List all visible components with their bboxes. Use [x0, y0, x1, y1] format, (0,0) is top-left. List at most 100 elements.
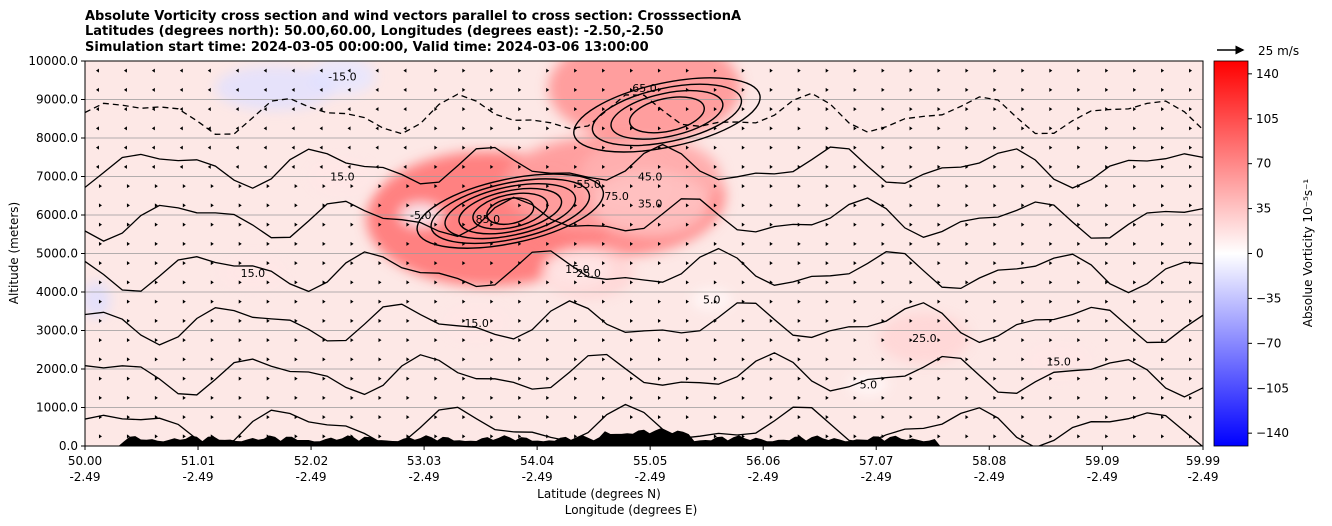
x-tick-label-latitude: 55.05 — [633, 454, 667, 468]
wind-vector — [98, 184, 102, 189]
wind-vector — [1049, 203, 1053, 208]
wind-vector — [881, 68, 885, 73]
wind-vector — [1021, 145, 1025, 150]
wind-vector — [518, 184, 522, 189]
wind-vector — [350, 318, 354, 323]
wind-vector — [350, 184, 354, 189]
wind-vector — [909, 203, 913, 208]
wind-vector — [322, 395, 326, 400]
contour-line — [85, 196, 1203, 242]
wind-vector — [825, 107, 829, 112]
wind-vector — [1077, 126, 1081, 131]
wind-vector — [98, 376, 102, 381]
wind-vector — [713, 280, 717, 285]
wind-vector — [518, 299, 522, 304]
wind-vector — [294, 434, 298, 439]
wind-vector — [1105, 68, 1109, 73]
wind-vector — [1077, 145, 1081, 150]
wind-vector — [685, 395, 689, 400]
wind-vector — [434, 222, 438, 227]
wind-vector — [937, 357, 941, 362]
chart-title-line-3: Simulation start time: 2024-03-05 00:00:… — [85, 40, 649, 55]
wind-vector — [350, 222, 354, 227]
wind-vector — [182, 184, 186, 189]
wind-vector — [490, 145, 494, 150]
wind-vector — [993, 280, 997, 285]
wind-vector — [238, 357, 242, 362]
wind-vector — [294, 280, 298, 285]
wind-vector — [546, 87, 550, 92]
contour-line — [458, 187, 563, 235]
wind-vector — [462, 184, 466, 189]
x-tick-label-longitude: -2.49 — [1087, 470, 1118, 484]
wind-vector — [685, 415, 689, 420]
wind-vector — [518, 338, 522, 343]
wind-vector — [741, 338, 745, 343]
wind-vector — [350, 376, 354, 381]
wind-vector — [937, 415, 941, 420]
wind-vector — [797, 395, 801, 400]
wind-vector — [741, 203, 745, 208]
field-blob — [215, 65, 336, 110]
wind-vector — [1077, 415, 1081, 420]
wind-vector — [1049, 261, 1053, 266]
wind-vector — [713, 299, 717, 304]
wind-vector — [434, 87, 438, 92]
wind-vector — [266, 415, 270, 420]
wind-vector — [350, 395, 354, 400]
wind-vector — [378, 357, 382, 362]
wind-vector — [993, 395, 997, 400]
wind-vector — [1133, 434, 1137, 439]
wind-vector — [797, 299, 801, 304]
wind-vector — [294, 376, 298, 381]
wind-vector — [937, 261, 941, 266]
wind-vector — [238, 395, 242, 400]
vorticity-field — [85, 61, 1092, 396]
wind-vector — [179, 68, 183, 73]
wind-vector — [434, 68, 438, 73]
wind-vector — [1105, 299, 1109, 304]
wind-vector — [993, 241, 997, 246]
wind-vector — [602, 68, 606, 73]
wind-vector — [1189, 203, 1193, 208]
wind-vector — [909, 415, 913, 420]
contour-label: 85.0 — [476, 213, 501, 226]
wind-vector — [825, 241, 829, 246]
wind-vector — [518, 280, 522, 285]
wind-vector — [1105, 434, 1109, 439]
wind-vector — [1077, 241, 1081, 246]
field-blob — [219, 254, 287, 292]
wind-vector — [1161, 376, 1165, 381]
wind-vector — [182, 395, 186, 400]
wind-vector — [294, 203, 298, 208]
wind-vector — [350, 299, 354, 304]
wind-vector — [1049, 280, 1053, 285]
wind-vector — [1161, 68, 1165, 73]
wind-vector — [1161, 280, 1165, 285]
wind-vector — [263, 145, 267, 150]
wind-vector — [182, 261, 186, 266]
contour-line — [85, 92, 1203, 135]
wind-vector — [1077, 299, 1081, 304]
wind-vector — [434, 318, 438, 323]
wind-vector — [769, 376, 773, 381]
wind-vector — [937, 145, 941, 150]
wind-vector — [1105, 164, 1109, 169]
wind-vector — [462, 126, 466, 131]
wind-vector — [1021, 203, 1025, 208]
wind-vector — [769, 107, 773, 112]
wind-vector — [741, 145, 745, 150]
wind-vector — [322, 280, 326, 285]
wind-vector — [741, 318, 745, 323]
y-axis: 0.0 1000.0 2000.0 3000.0 4000.0 5000.0 6000.0 7… — [28, 54, 85, 453]
wind-vector — [574, 434, 578, 439]
wind-vector — [378, 338, 382, 343]
wind-vector — [210, 184, 214, 189]
wind-vector — [1049, 395, 1053, 400]
field-blob — [691, 288, 733, 312]
wind-vector — [769, 145, 773, 150]
wind-vector — [238, 338, 242, 343]
wind-vector — [853, 357, 857, 362]
contour-label: -5.0 — [410, 209, 431, 222]
wind-vector — [1161, 222, 1165, 227]
